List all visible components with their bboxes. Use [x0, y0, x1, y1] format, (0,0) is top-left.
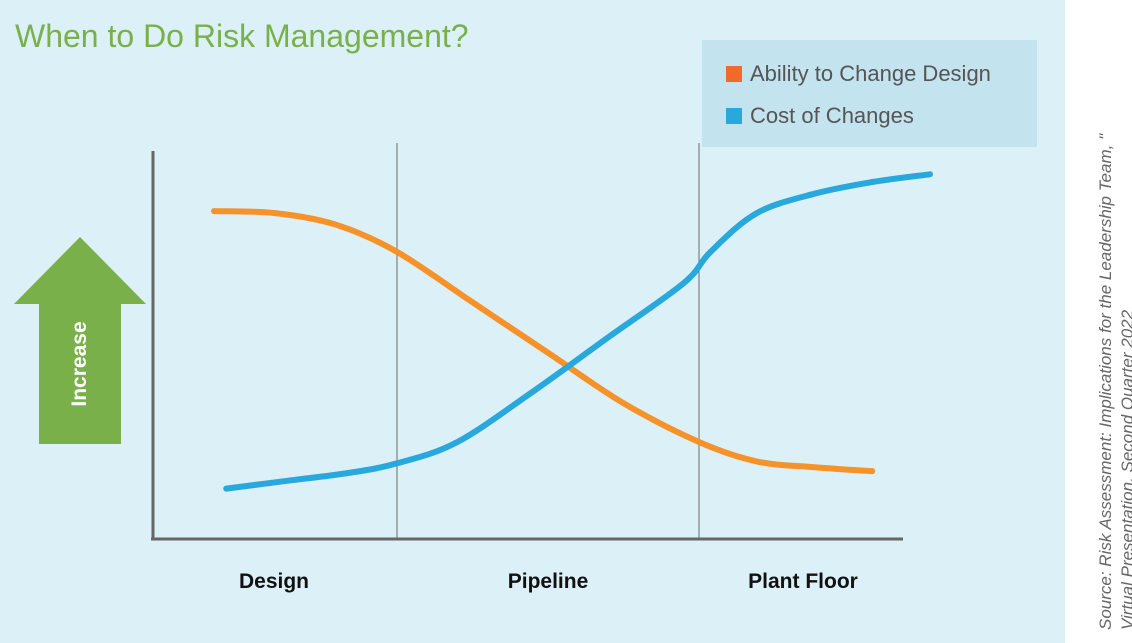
x-tick-label-design: Design: [239, 570, 309, 593]
x-tick-label-pipeline: Pipeline: [508, 570, 589, 593]
x-tick-label-plant-floor: Plant Floor: [748, 570, 858, 593]
line-chart: Increase Design Pipeline Plant Floor: [14, 143, 933, 593]
legend-label-ability: Ability to Change Design: [750, 61, 991, 86]
chart-legend: Ability to Change Design Cost of Changes: [702, 40, 1037, 147]
cost-curve: [223, 171, 933, 492]
legend-swatch-ability: [726, 66, 742, 82]
legend-item-cost: Cost of Changes: [726, 103, 914, 129]
ability-curve: [211, 208, 876, 475]
legend-label-cost: Cost of Changes: [750, 103, 914, 128]
legend-item-ability: Ability to Change Design: [726, 61, 991, 87]
legend-swatch-cost: [726, 108, 742, 124]
page-title: When to Do Risk Management?: [15, 18, 469, 54]
source-note: Source: Risk Assessment: Implications fo…: [1096, 133, 1132, 630]
arrow-label: Increase: [68, 321, 91, 406]
up-arrow-icon: [14, 237, 146, 444]
